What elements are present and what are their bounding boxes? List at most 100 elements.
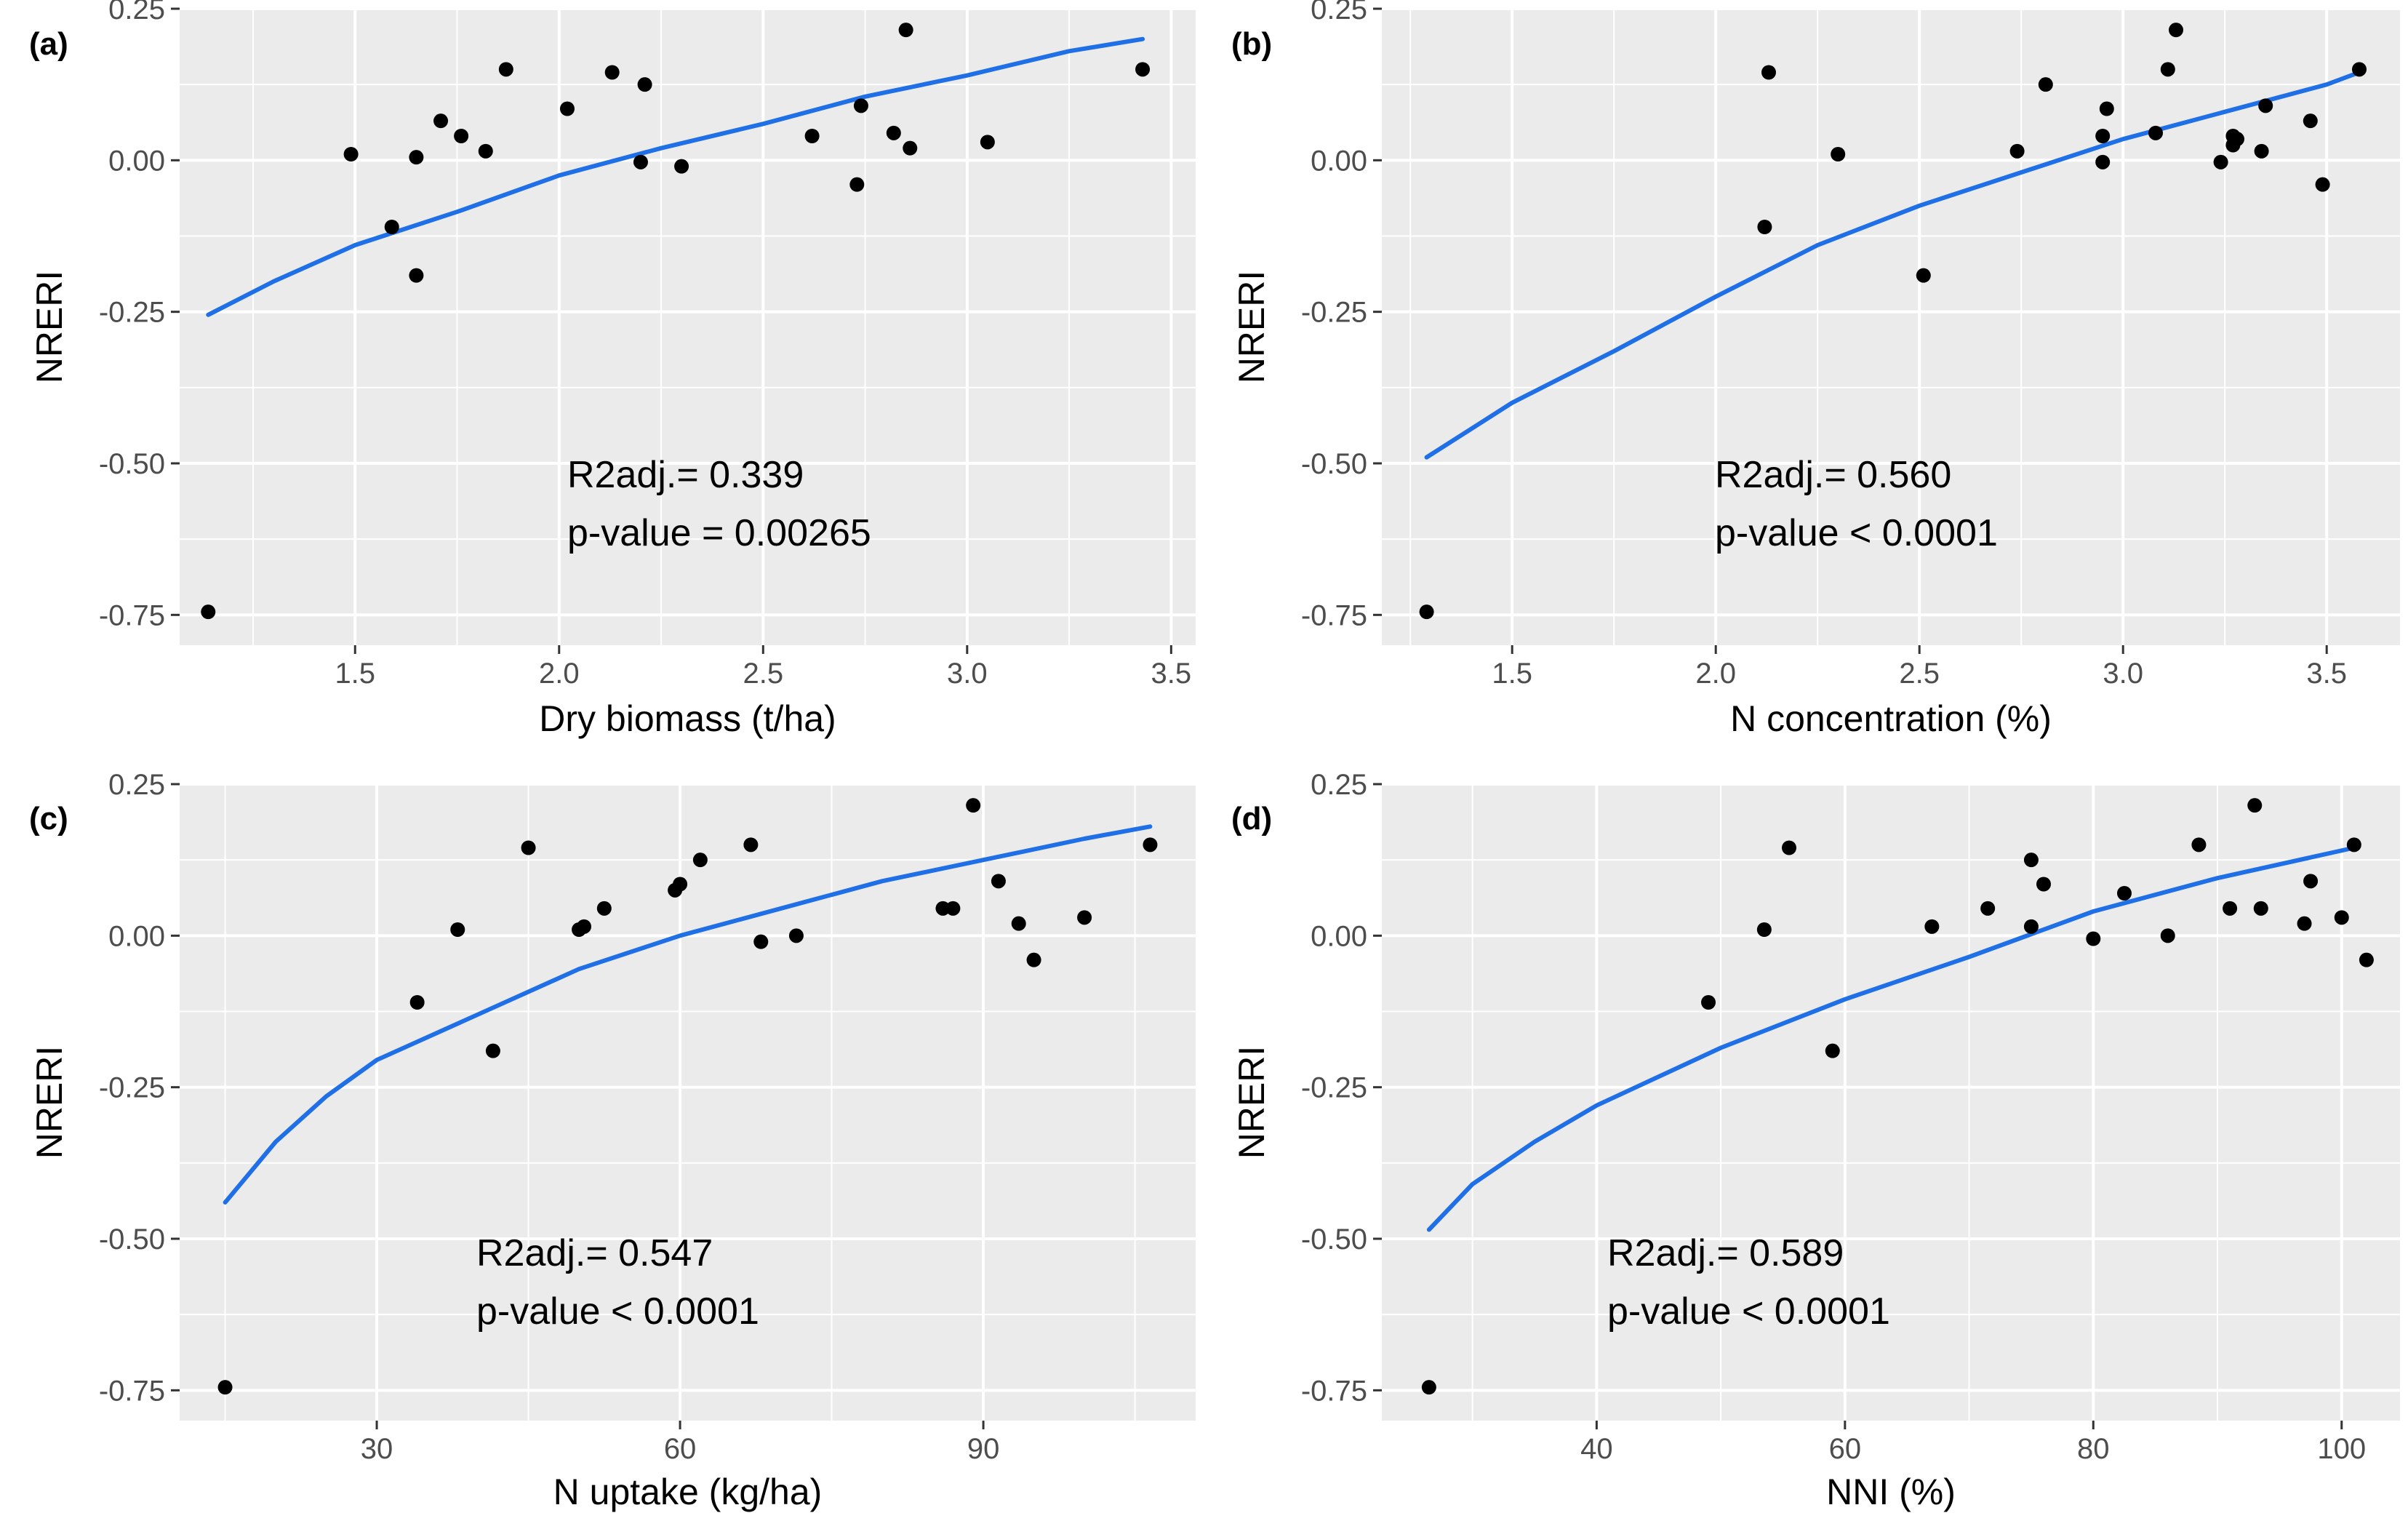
data-point	[692, 853, 708, 868]
panel-a: 1.5 2.0 2.5 3.0 3.5 -0.75 -0.50 -0.25 0.00 0.25 (a…	[29, 0, 1196, 739]
data-point	[2213, 154, 2228, 169]
x-tick-label: 3.5	[1151, 658, 1192, 690]
data-point	[409, 150, 424, 165]
data-point	[674, 159, 689, 174]
p-value-annotation: p-value < 0.0001	[1715, 512, 1998, 554]
x-tick-label: 2.5	[1899, 658, 1940, 690]
y-tick-label: 0.00	[108, 920, 165, 952]
panel-label: (b)	[1231, 26, 1272, 62]
y-tick-label: 0.25	[108, 0, 165, 25]
y-tick-label: -0.25	[1301, 1072, 1367, 1104]
data-point	[980, 135, 995, 150]
data-point	[2160, 928, 2175, 943]
fit-line	[1426, 845, 2356, 1232]
data-point	[2191, 837, 2207, 853]
data-point	[2086, 931, 2101, 946]
data-point	[1980, 901, 1996, 916]
data-point	[1825, 1043, 1840, 1058]
data-point	[384, 220, 399, 234]
data-point	[1421, 1380, 1436, 1395]
data-point	[2346, 837, 2361, 853]
y-tick-label: -0.50	[99, 1223, 165, 1255]
data-point	[2352, 62, 2367, 77]
data-point	[1135, 62, 1151, 77]
data-point	[743, 837, 759, 853]
p-value-annotation: p-value < 0.0001	[1607, 1290, 1890, 1333]
data-point	[2253, 901, 2268, 916]
data-point	[753, 934, 769, 949]
fit-line	[206, 36, 1145, 317]
x-tick-label: 1.5	[1492, 658, 1532, 690]
data-point	[2303, 874, 2319, 889]
panel-b: 1.5 2.0 2.5 3.0 3.5 -0.75 -0.50 -0.25 0.00 0.25 (b…	[1231, 0, 2400, 739]
data-point	[596, 901, 612, 916]
data-point	[1761, 65, 1776, 80]
data-point	[2009, 143, 2025, 159]
y-tick-label: 0.25	[108, 769, 165, 801]
data-point	[2258, 98, 2273, 113]
data-point	[788, 928, 804, 943]
data-point	[935, 901, 951, 916]
x-tick-label: 2.0	[539, 658, 580, 690]
x-tick-label: 1.5	[335, 658, 375, 690]
y-tick-label: -0.50	[1301, 448, 1367, 480]
y-tick-label: -0.75	[1301, 599, 1367, 631]
y-tick-label: 0.00	[1311, 920, 1367, 952]
p-value-annotation: p-value = 0.00265	[567, 512, 871, 554]
data-point	[2116, 886, 2132, 901]
data-point	[450, 922, 465, 937]
data-point	[2023, 853, 2039, 868]
x-tick-label: 3.0	[2103, 658, 2143, 690]
y-tick-label: -0.75	[1301, 1375, 1367, 1407]
data-point	[604, 65, 620, 80]
r2-annotation: R2adj.= 0.560	[1715, 454, 1951, 496]
data-point	[1026, 952, 1041, 967]
x-tick-label: 60	[664, 1433, 697, 1465]
data-point	[637, 77, 652, 92]
data-point	[2023, 919, 2039, 934]
data-point	[433, 113, 449, 129]
data-point	[217, 1380, 233, 1395]
data-point	[2095, 154, 2111, 169]
panel-label: (a)	[29, 26, 68, 62]
x-tick-label: 90	[967, 1433, 1000, 1465]
data-point	[478, 143, 493, 159]
data-point	[898, 23, 913, 38]
data-point	[2169, 23, 2183, 38]
data-point	[2160, 62, 2175, 77]
x-tick-label: 100	[2317, 1433, 2366, 1465]
y-axis-title: NRERI	[29, 1046, 70, 1159]
data-point	[1831, 147, 1846, 161]
r2-annotation: R2adj.= 0.339	[567, 454, 804, 496]
fit-line	[223, 824, 1153, 1205]
data-point	[2334, 910, 2349, 925]
data-point	[2230, 132, 2244, 147]
panel-label: (c)	[29, 801, 68, 837]
data-point	[2095, 129, 2111, 143]
data-point	[991, 874, 1006, 889]
data-point	[1419, 604, 1434, 620]
data-point	[903, 140, 918, 156]
x-tick-label: 3.5	[2306, 658, 2347, 690]
data-point	[853, 98, 868, 113]
y-tick-label: -0.75	[99, 1375, 165, 1407]
data-point	[804, 129, 820, 143]
panel-d: 40 60 80 100 -0.75 -0.50 -0.25 0.00 0.25 (d) NNI (…	[1231, 769, 2400, 1512]
y-tick-label: -0.50	[1301, 1223, 1367, 1255]
y-axis-title: NRERI	[29, 271, 70, 384]
data-point	[1011, 916, 1026, 931]
y-tick-label: 0.00	[108, 145, 165, 177]
x-tick-label: 30	[361, 1433, 393, 1465]
x-axis-title: NNI (%)	[1826, 1472, 1956, 1512]
x-tick-label: 2.5	[743, 658, 783, 690]
data-point	[886, 125, 901, 140]
fit-line	[1424, 70, 2361, 460]
p-value-annotation: p-value < 0.0001	[476, 1290, 759, 1333]
panel-label: (d)	[1231, 801, 1272, 837]
data-point	[2148, 125, 2163, 140]
data-point	[1701, 995, 1716, 1010]
data-point	[945, 901, 961, 916]
data-point	[485, 1043, 500, 1058]
y-tick-label: -0.25	[99, 1072, 165, 1104]
